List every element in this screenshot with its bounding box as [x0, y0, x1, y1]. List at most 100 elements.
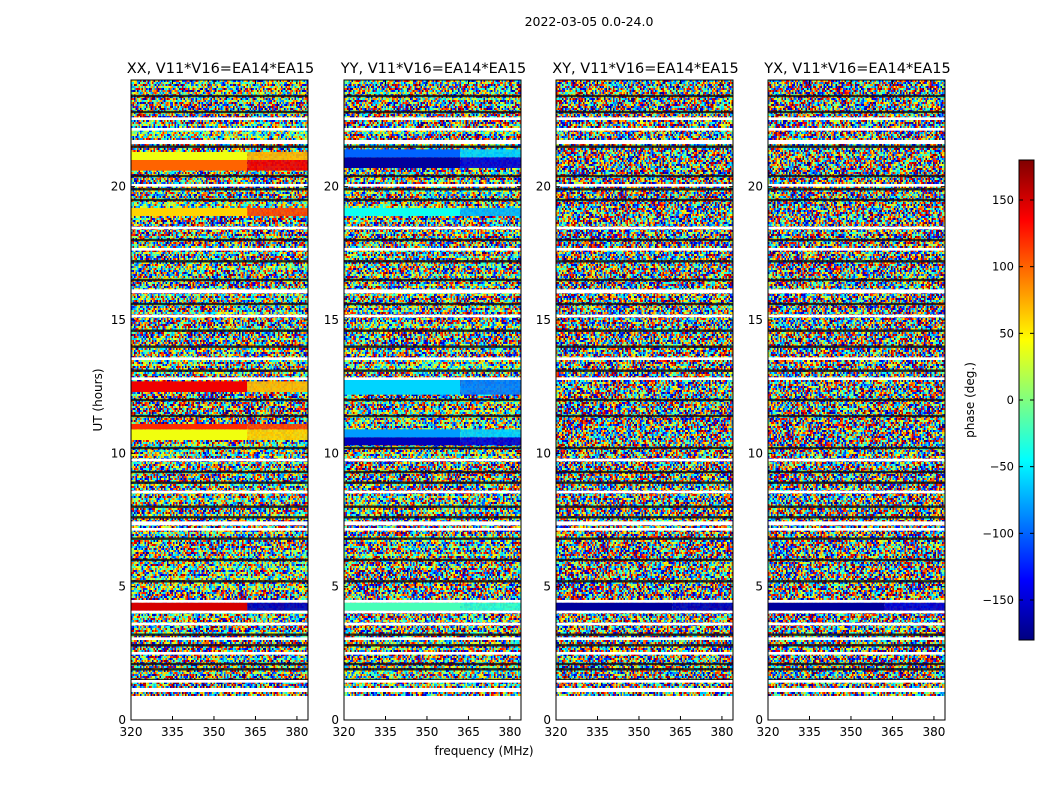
- coherent-band-low: [768, 602, 885, 611]
- y-tick-label: 15: [324, 313, 339, 327]
- blank-row: [131, 610, 308, 614]
- panel-frame: [767, 79, 946, 721]
- dark-row: [556, 145, 733, 148]
- dark-row: [344, 446, 521, 450]
- dark-row: [131, 329, 308, 332]
- dark-row: [556, 345, 733, 348]
- x-tick-label: 365: [881, 725, 904, 739]
- dark-row: [344, 260, 521, 263]
- y-tick-label: 5: [755, 580, 763, 594]
- blank-row: [344, 377, 521, 380]
- dark-row: [556, 558, 733, 562]
- dark-row: [768, 505, 945, 508]
- blank-row: [768, 622, 945, 626]
- panels: XX, V11*V16=EA14*EA15 320 335 350 365 380 0 5 10…: [111, 61, 951, 739]
- x-tick-label: 320: [545, 725, 568, 739]
- blank-row: [556, 688, 733, 692]
- dark-row: [131, 145, 308, 148]
- dark-row: [768, 369, 945, 372]
- blank-row: [131, 528, 308, 531]
- dark-row: [556, 644, 733, 647]
- blank-row: [768, 458, 945, 462]
- blank-row: [556, 117, 733, 120]
- dark-row: [344, 369, 521, 372]
- panel-title: XY, V11*V16=EA14*EA15: [552, 61, 738, 77]
- dark-row: [131, 369, 308, 372]
- dark-row: [344, 505, 521, 508]
- colorbar-tick-label: 150: [992, 193, 1014, 207]
- coherent-band-low: [131, 424, 248, 430]
- panel-frame: [555, 79, 734, 721]
- blank-row: [344, 622, 521, 626]
- blank-row: [768, 248, 945, 251]
- blank-row: [344, 528, 521, 531]
- blank-row: [131, 117, 308, 120]
- dark-row: [131, 188, 308, 191]
- dark-row: [131, 580, 308, 583]
- colorbar-tick-label: −100: [982, 526, 1014, 540]
- dark-row: [556, 198, 733, 202]
- dark-row: [344, 662, 521, 666]
- blank-row: [344, 652, 521, 655]
- dark-row: [131, 110, 308, 114]
- dark-row: [344, 238, 521, 242]
- y-tick-label: 0: [755, 713, 763, 727]
- blank-row: [556, 680, 733, 683]
- y-tick-label: 15: [748, 313, 763, 327]
- blank-row: [131, 652, 308, 655]
- dark-row: [556, 505, 733, 508]
- blank-row: [768, 600, 945, 603]
- y-tick-label: 20: [536, 180, 551, 194]
- blank-row: [556, 140, 733, 144]
- panel-3: XY, V11*V16=EA14*EA15 320 335 350 365 380 0 5 10…: [536, 61, 739, 739]
- panel-2: YY, V11*V16=EA14*EA15 320 335 350 365 380 0 5 10…: [324, 61, 526, 739]
- blank-row: [131, 688, 308, 692]
- dark-row: [768, 481, 945, 484]
- blank-row: [768, 680, 945, 683]
- blank-row: [344, 610, 521, 614]
- dark-row: [768, 145, 945, 148]
- y-tick-label: 10: [748, 446, 763, 460]
- coherent-band-low: [131, 381, 248, 392]
- dark-row: [131, 198, 308, 202]
- coherent-band-low: [344, 602, 461, 611]
- y-tick-label: 20: [111, 180, 126, 194]
- blank-row: [768, 128, 945, 131]
- dark-row: [344, 470, 521, 474]
- dark-row: [768, 446, 945, 450]
- dark-row: [556, 516, 733, 519]
- x-tick-label: 380: [285, 725, 308, 739]
- x-tick-label: 335: [161, 725, 184, 739]
- blank-row: [344, 117, 521, 120]
- blank-row: [131, 696, 308, 720]
- dark-row: [131, 446, 308, 450]
- dark-row: [344, 644, 521, 647]
- dark-row: [131, 174, 308, 178]
- coherent-band-low: [131, 208, 248, 216]
- blank-row: [768, 637, 945, 640]
- dark-row: [344, 537, 521, 540]
- dark-row: [344, 198, 521, 202]
- x-tick-label: 350: [203, 725, 226, 739]
- dark-row: [344, 174, 521, 178]
- blank-row: [131, 637, 308, 640]
- x-tick-label: 365: [669, 725, 692, 739]
- colorbar: 150 100 50 0 −50 −100 −150: [982, 159, 1035, 641]
- colorbar-label: phase (deg.): [963, 362, 977, 438]
- coherent-band-high: [460, 157, 521, 168]
- dark-row: [344, 188, 521, 191]
- dark-row: [556, 94, 733, 98]
- dark-row: [131, 644, 308, 647]
- coherent-band-high: [247, 208, 308, 216]
- y-tick-label: 10: [111, 446, 126, 460]
- x-tick-label: 335: [374, 725, 397, 739]
- dark-row: [344, 110, 521, 114]
- dark-row: [768, 260, 945, 263]
- dark-row: [768, 398, 945, 402]
- dark-row: [131, 668, 308, 671]
- blank-row: [768, 528, 945, 531]
- coherent-band-high: [247, 429, 308, 440]
- dark-row: [556, 580, 733, 583]
- panel-title: YY, V11*V16=EA14*EA15: [340, 61, 526, 77]
- blank-row: [344, 458, 521, 462]
